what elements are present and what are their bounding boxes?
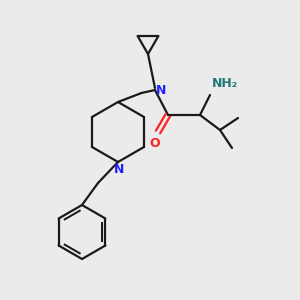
Text: N: N <box>114 163 124 176</box>
Text: N: N <box>156 83 166 97</box>
Text: NH₂: NH₂ <box>212 77 238 90</box>
Text: O: O <box>150 137 160 150</box>
